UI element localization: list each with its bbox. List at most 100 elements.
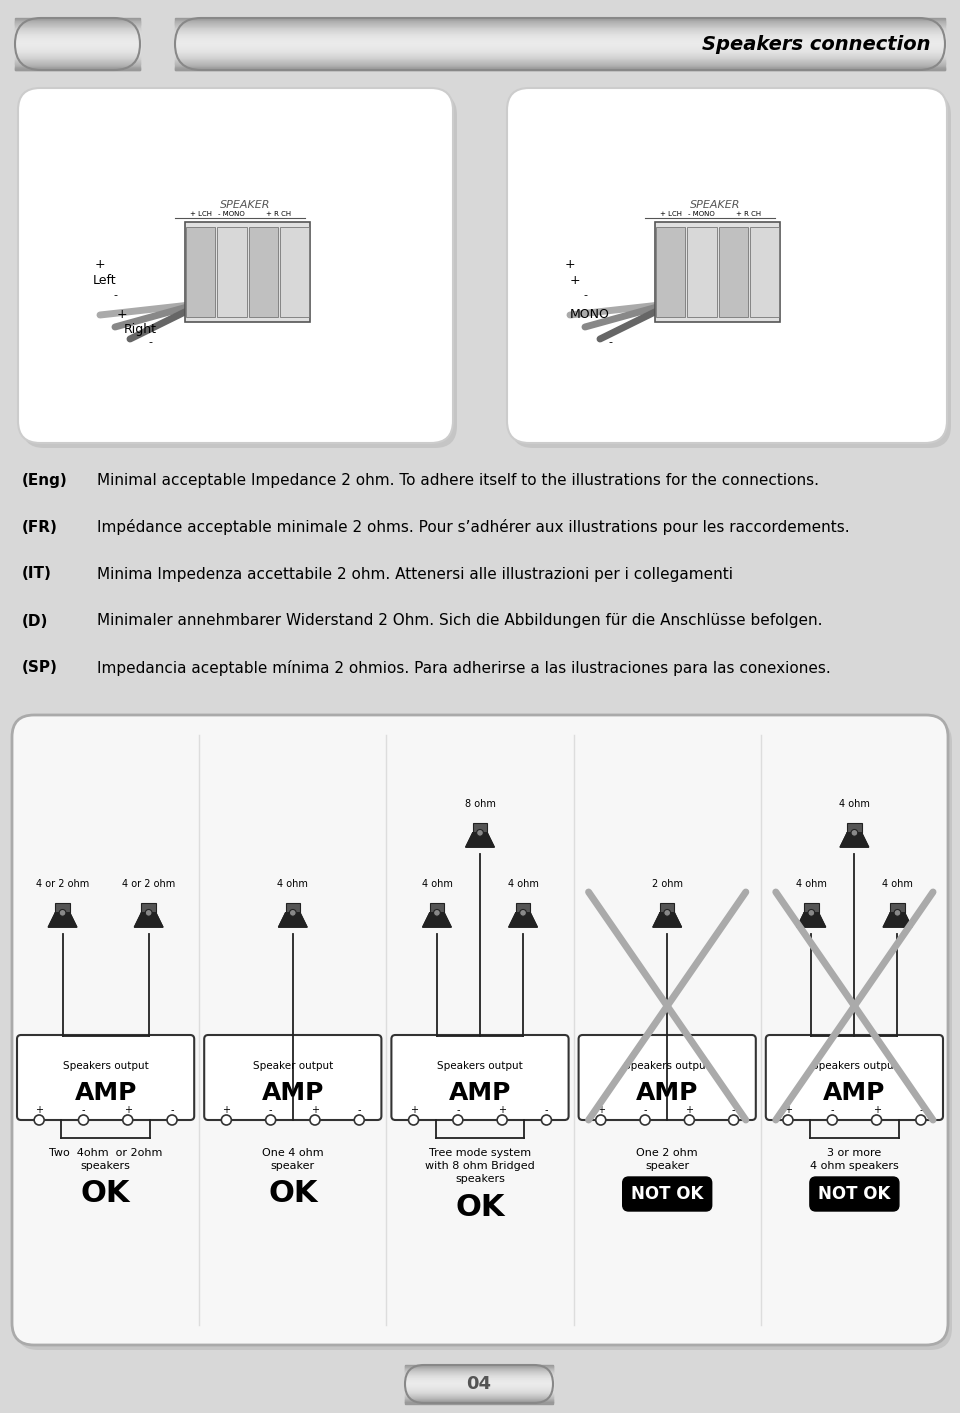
Text: - MONO: - MONO [219, 211, 245, 218]
Text: OK: OK [455, 1193, 505, 1221]
Circle shape [640, 1115, 650, 1125]
Circle shape [497, 1115, 507, 1125]
Text: Speakers output: Speakers output [624, 1061, 710, 1071]
Text: 4 ohm: 4 ohm [839, 798, 870, 810]
FancyBboxPatch shape [810, 1177, 899, 1211]
Text: +: + [124, 1105, 132, 1115]
Text: -: - [608, 336, 612, 348]
Circle shape [476, 829, 484, 836]
Polygon shape [278, 913, 307, 927]
Bar [660, 903, 675, 913]
Text: +: + [564, 259, 575, 271]
Text: AMP: AMP [262, 1081, 324, 1105]
Text: -: - [919, 1105, 923, 1115]
Text: 8 ohm: 8 ohm [465, 798, 495, 810]
Text: Speakers connection: Speakers connection [703, 34, 931, 54]
Text: NOT OK: NOT OK [818, 1186, 891, 1202]
Circle shape [783, 1115, 793, 1125]
Bar [279, 227, 309, 317]
FancyBboxPatch shape [18, 88, 453, 444]
Polygon shape [653, 913, 682, 927]
FancyBboxPatch shape [17, 1034, 194, 1121]
Text: +: + [685, 1105, 693, 1115]
Text: One 4 ohm
speaker: One 4 ohm speaker [262, 1147, 324, 1171]
Circle shape [409, 1115, 419, 1125]
FancyBboxPatch shape [22, 93, 457, 448]
Circle shape [145, 910, 152, 916]
Text: 4 ohm: 4 ohm [882, 879, 913, 889]
Text: Minima Impedenza accettabile 2 ohm. Attenersi alle illustrazioni per i collegame: Minima Impedenza accettabile 2 ohm. Atte… [97, 567, 733, 582]
Text: AMP: AMP [449, 1081, 511, 1105]
Text: 4 or 2 ohm: 4 or 2 ohm [122, 879, 176, 889]
Polygon shape [422, 913, 451, 927]
Text: +: + [410, 1105, 418, 1115]
Bar [655, 222, 780, 322]
Bar [687, 227, 716, 317]
Bar [141, 903, 156, 913]
Text: SPEAKER: SPEAKER [220, 201, 271, 211]
Circle shape [541, 1115, 551, 1125]
Bar [217, 227, 247, 317]
Text: Tree mode system
with 8 ohm Bridged
speakers: Tree mode system with 8 ohm Bridged spea… [425, 1147, 535, 1184]
Text: Speakers output: Speakers output [62, 1061, 149, 1071]
Text: -: - [830, 1105, 834, 1115]
Polygon shape [509, 913, 538, 927]
Circle shape [684, 1115, 694, 1125]
Text: SPEAKER: SPEAKER [689, 201, 740, 211]
FancyBboxPatch shape [12, 715, 948, 1345]
Circle shape [79, 1115, 88, 1125]
Circle shape [60, 910, 66, 916]
Text: - MONO: - MONO [688, 211, 715, 218]
Circle shape [808, 910, 815, 916]
Text: Two  4ohm  or 2ohm
speakers: Two 4ohm or 2ohm speakers [49, 1147, 162, 1171]
Bar [718, 227, 748, 317]
Circle shape [222, 1115, 231, 1125]
Text: AMP: AMP [636, 1081, 698, 1105]
Text: AMP: AMP [75, 1081, 136, 1105]
Text: -: - [732, 1105, 735, 1115]
Text: 3 or more
4 ohm speakers: 3 or more 4 ohm speakers [810, 1147, 899, 1171]
Bar [249, 227, 277, 317]
Text: Speakers output: Speakers output [437, 1061, 523, 1071]
Text: (Eng): (Eng) [22, 472, 68, 487]
Polygon shape [883, 913, 912, 927]
Text: +: + [597, 1105, 605, 1115]
Bar [656, 227, 685, 317]
Bar [847, 822, 862, 832]
Bar [285, 903, 300, 913]
Polygon shape [48, 913, 77, 927]
FancyBboxPatch shape [507, 88, 947, 444]
Polygon shape [840, 832, 869, 848]
Circle shape [453, 1115, 463, 1125]
Bar [56, 903, 70, 913]
Text: -: - [643, 1105, 647, 1115]
Circle shape [35, 1115, 44, 1125]
FancyBboxPatch shape [579, 1034, 756, 1121]
Text: -: - [544, 1105, 548, 1115]
Text: +: + [117, 308, 128, 322]
Text: (IT): (IT) [22, 567, 52, 582]
Text: Minimal acceptable Impedance 2 ohm. To adhere itself to the illustrations for th: Minimal acceptable Impedance 2 ohm. To a… [97, 472, 819, 487]
Text: AMP: AMP [824, 1081, 885, 1105]
Circle shape [519, 910, 526, 916]
FancyBboxPatch shape [204, 1034, 381, 1121]
Text: MONO: MONO [570, 308, 610, 322]
Circle shape [729, 1115, 738, 1125]
Circle shape [289, 910, 297, 916]
Circle shape [596, 1115, 606, 1125]
Circle shape [894, 910, 900, 916]
Bar [185, 222, 310, 322]
Bar [186, 227, 215, 317]
Text: 04: 04 [467, 1375, 492, 1393]
Circle shape [872, 1115, 881, 1125]
FancyBboxPatch shape [511, 93, 951, 448]
Text: +: + [498, 1105, 506, 1115]
Text: + R CH: + R CH [266, 211, 291, 218]
Circle shape [434, 910, 441, 916]
Text: Right: Right [124, 324, 156, 336]
Polygon shape [797, 913, 826, 927]
Text: (SP): (SP) [22, 660, 58, 675]
Text: NOT OK: NOT OK [631, 1186, 704, 1202]
FancyBboxPatch shape [623, 1177, 711, 1211]
Bar [804, 903, 819, 913]
